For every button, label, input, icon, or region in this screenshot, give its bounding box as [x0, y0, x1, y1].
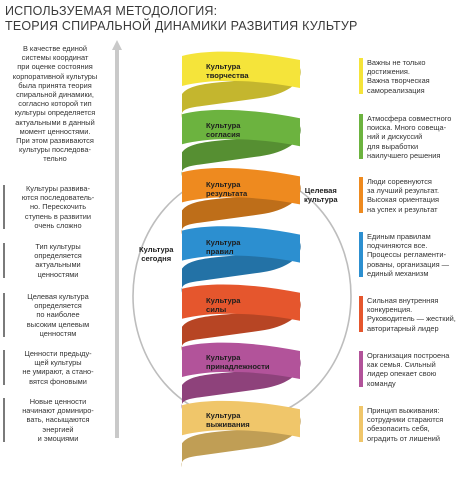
today-culture-label: Культура сегодня — [139, 245, 174, 263]
right-note-result: Люди соревнуются за лучший результат. Вы… — [359, 177, 469, 214]
spiral-band-2 — [182, 168, 300, 205]
right-note-rules: Единым правилам подчиняются все. Процесс… — [359, 232, 469, 278]
left-note-previous-values: Ценности предыду- щей культуры не умираю… — [3, 349, 107, 386]
title-line-1: ИСПОЛЬЗУЕМАЯ МЕТОДОЛОГИЯ: — [5, 4, 218, 18]
color-swatch — [359, 406, 363, 442]
right-note-survival: Принцип выживания: сотрудники стараются … — [359, 406, 469, 443]
band-label-rules: Культура правил — [206, 238, 241, 256]
band-label-result: Культура результата — [206, 180, 248, 198]
spiral-band-4 — [182, 284, 300, 321]
color-swatch — [359, 114, 363, 159]
spiral-band-5 — [182, 342, 300, 379]
title-line-2: ТЕОРИЯ СПИРАЛЬНОЙ ДИНАМИКИ РАЗВИТИЯ КУЛЬ… — [5, 19, 358, 33]
color-swatch — [359, 351, 363, 387]
spiral-band-1 — [182, 109, 300, 147]
up-arrow-icon — [112, 40, 122, 438]
band-label-creativity: Культура творчества — [206, 62, 249, 80]
color-swatch — [359, 296, 363, 332]
target-culture-label: Целевая культура — [304, 186, 338, 204]
left-note-new-values: Новые ценности начинают доминиро- вать, … — [3, 397, 107, 443]
left-note-intro: В качестве единой системы координат при … — [12, 44, 98, 164]
band-label-consent: Культура согласия — [206, 121, 241, 139]
band-label-belonging: Культура принадлежности — [206, 353, 270, 371]
right-note-consent: Атмосфера совместного поиска. Много сове… — [359, 114, 469, 160]
right-note-power: Сильная внутренняя конкуренция. Руководи… — [359, 296, 469, 333]
spiral-band-6 — [182, 400, 300, 438]
right-note-creativity: Важны не только достижения. Важна творче… — [359, 58, 469, 95]
spiral-band-0 — [182, 51, 300, 88]
right-note-belonging: Организация построена как семья. Сильный… — [359, 351, 469, 388]
left-note-sequential: Культуры развива- ются последователь- но… — [3, 184, 107, 230]
left-note-culture-type: Тип культуры определяется актуальными це… — [3, 242, 107, 279]
band-label-survival: Культура выживания — [206, 411, 250, 429]
color-swatch — [359, 232, 363, 277]
page-title: ИСПОЛЬЗУЕМАЯ МЕТОДОЛОГИЯ: ТЕОРИЯ СПИРАЛЬ… — [5, 4, 465, 34]
left-note-target-culture: Целевая культура определяется по наиболе… — [3, 292, 107, 338]
band-label-power: Культура силы — [206, 296, 241, 314]
color-swatch — [359, 58, 363, 94]
spiral-band-3 — [182, 226, 300, 263]
color-swatch — [359, 177, 363, 213]
